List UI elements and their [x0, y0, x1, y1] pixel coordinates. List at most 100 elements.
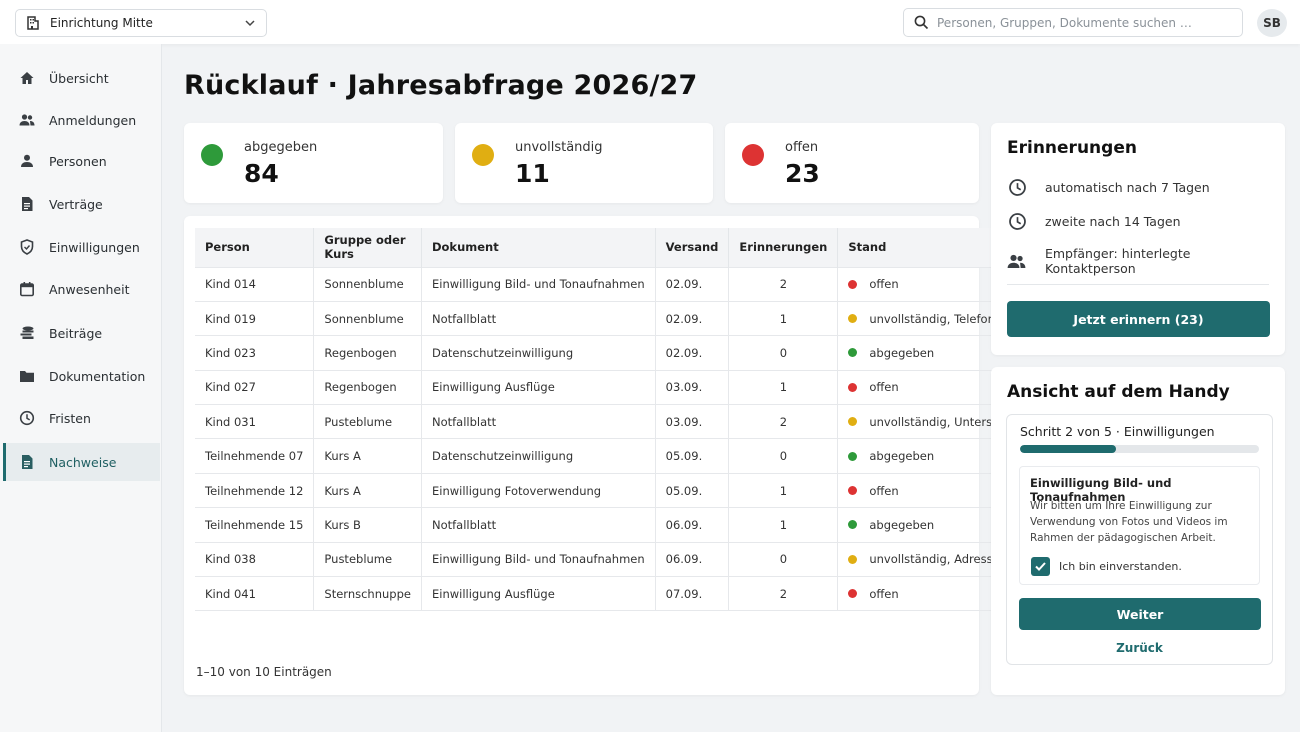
status-dot	[848, 486, 858, 496]
sidebar-item-label: Nachweise	[49, 454, 117, 470]
cell-document: Notfallblatt	[421, 300, 656, 336]
table-row[interactable]: Teilnehmende 12 Kurs A Einwilligung Foto…	[195, 472, 1062, 508]
reminder-row: zweite nach 14 Tagen	[1007, 211, 1181, 231]
column-header-reminders[interactable]: Erinnerungen	[728, 228, 839, 267]
column-header-sent[interactable]: Versand	[655, 228, 730, 267]
avatar[interactable]: SB	[1257, 9, 1287, 37]
reminder-row: automatisch nach 7 Tagen	[1007, 177, 1210, 197]
back-link[interactable]: Zurück	[1116, 641, 1163, 655]
status-dot	[848, 382, 858, 392]
sidebar-item-label: Verträge	[49, 196, 103, 212]
search-input[interactable]	[937, 15, 1227, 30]
step-indicator: Schritt 2 von 5 · Einwilligungen	[1020, 424, 1215, 439]
pagination-info: 1–10 von 10 Einträgen	[196, 665, 332, 679]
sidebar-item-anwesenheit[interactable]: Anwesenheit	[3, 270, 160, 308]
mobile-preview-frame: Schritt 2 von 5 · Einwilligungen Einwill…	[1006, 414, 1273, 665]
cell-document: Einwilligung Bild- und Tonaufnahmen	[421, 266, 656, 302]
status-dot	[848, 451, 858, 461]
status-text: offen	[869, 483, 899, 498]
cell-sent: 05.09.	[655, 472, 730, 508]
status-text: offen	[869, 380, 899, 395]
status-text: unvollständig, Adresse fehlt	[869, 552, 1030, 567]
sidebar-item-label: Anmeldungen	[49, 112, 137, 128]
table-row[interactable]: Teilnehmende 07 Kurs A Datenschutzeinwil…	[195, 438, 1062, 474]
sidebar-item-personen[interactable]: Personen	[3, 142, 160, 180]
clock-icon	[1007, 177, 1027, 197]
table-row[interactable]: Kind 031 Pusteblume Notfallblatt 03.09. …	[195, 404, 1062, 439]
status-dot	[848, 589, 858, 599]
sidebar-item-label: Fristen	[49, 410, 91, 426]
column-header-status[interactable]: Stand	[848, 240, 887, 255]
calendar-icon	[19, 281, 35, 297]
consent-title: Einwilligung Bild- und Tonaufnahmen	[1030, 476, 1172, 504]
column-header-document[interactable]: Dokument	[421, 228, 656, 267]
table-row[interactable]: Kind 014 Sonnenblume Einwilligung Bild- …	[195, 266, 1062, 302]
consent-checkbox[interactable]	[1031, 557, 1050, 576]
cell-reminders: 2	[728, 404, 839, 439]
consent-box: Einwilligung Bild- und Tonaufnahmen Wir …	[1019, 466, 1260, 585]
folder-icon	[19, 368, 35, 384]
cell-person: Kind 019	[195, 300, 315, 336]
chevron-down-icon	[244, 17, 256, 29]
table-row[interactable]: Kind 038 Pusteblume Einwilligung Bild- u…	[195, 541, 1062, 577]
consent-checkbox-label[interactable]: Ich bin einverstanden.	[1059, 560, 1182, 573]
cell-document: Datenschutzeinwilligung	[421, 438, 656, 474]
stat-card-unvollstaendig: unvollständig 11	[455, 123, 713, 203]
cell-document: Einwilligung Ausflüge	[421, 576, 656, 612]
mobile-preview-card: Ansicht auf dem Handy Schritt 2 von 5 · …	[991, 367, 1285, 695]
sidebar-item-einwilligungen[interactable]: Einwilligungen	[3, 228, 160, 266]
next-button[interactable]: Weiter	[1019, 598, 1261, 630]
cell-reminders: 2	[728, 266, 839, 302]
cell-document: Notfallblatt	[421, 404, 656, 439]
cell-person: Kind 041	[195, 576, 315, 612]
status-dot-red	[742, 144, 764, 166]
cell-sent: 03.09.	[655, 404, 730, 439]
returns-table: Person Gruppe oder Kurs Dokument Versand…	[195, 228, 1062, 612]
search-icon	[914, 15, 929, 30]
table-row[interactable]: Kind 041 Sternschnuppe Einwilligung Ausf…	[195, 576, 1062, 612]
stat-value: 11	[515, 159, 550, 188]
reminder-text: zweite nach 14 Tagen	[1045, 213, 1181, 229]
document-icon	[19, 454, 35, 470]
table-row[interactable]: Kind 027 Regenbogen Einwilligung Ausflüg…	[195, 369, 1062, 405]
status-dot	[848, 279, 858, 289]
send-reminders-button[interactable]: Jetzt erinnern (23)	[1007, 301, 1270, 337]
status-dot	[848, 520, 858, 530]
cell-sent: 02.09.	[655, 335, 730, 371]
status-text: offen	[869, 277, 899, 292]
sidebar-item-nachweise[interactable]: Nachweise	[3, 443, 160, 481]
sidebar-item-dokumentation[interactable]: Dokumentation	[3, 357, 160, 395]
cell-sent: 07.09.	[655, 576, 730, 612]
progress-fill	[1020, 445, 1116, 453]
cell-person: Kind 027	[195, 369, 315, 405]
sidebar-item-fristen[interactable]: Fristen	[3, 399, 160, 437]
sidebar: Übersicht Anmeldungen Personen Verträge …	[0, 44, 162, 732]
table-row[interactable]: Kind 023 Regenbogen Datenschutzeinwillig…	[195, 335, 1062, 371]
sidebar-item-uebersicht[interactable]: Übersicht	[3, 59, 160, 97]
stat-label: unvollständig	[515, 140, 603, 155]
column-header-person[interactable]: Person	[195, 228, 315, 267]
cell-sent: 05.09.	[655, 438, 730, 474]
document-icon	[19, 196, 35, 212]
column-header-group[interactable]: Gruppe oder Kurs	[313, 228, 422, 267]
status-dot	[848, 554, 858, 564]
stat-value: 84	[244, 159, 279, 188]
table-row[interactable]: Teilnehmende 15 Kurs B Notfallblatt 06.0…	[195, 507, 1062, 543]
clock-icon	[19, 410, 35, 426]
facility-select[interactable]: Einrichtung Mitte	[15, 9, 267, 37]
status-dot	[848, 314, 858, 324]
cell-document: Einwilligung Ausflüge	[421, 369, 656, 405]
status-text: unvollständig, Telefon fehlt	[869, 311, 1025, 326]
search-box[interactable]	[903, 8, 1243, 37]
coins-icon	[19, 325, 35, 341]
sidebar-item-anmeldungen[interactable]: Anmeldungen	[3, 101, 160, 139]
sidebar-item-vertraege[interactable]: Verträge	[3, 185, 160, 223]
table-row[interactable]: Kind 019 Sonnenblume Notfallblatt 02.09.…	[195, 300, 1062, 336]
status-dot	[848, 417, 858, 427]
cell-reminders: 2	[728, 576, 839, 612]
stat-value: 23	[785, 159, 820, 188]
cell-sent: 06.09.	[655, 507, 730, 543]
sidebar-item-beitraege[interactable]: Beiträge	[3, 314, 160, 352]
stat-card-abgegeben: abgegeben 84	[184, 123, 443, 203]
shield-icon	[19, 239, 35, 255]
